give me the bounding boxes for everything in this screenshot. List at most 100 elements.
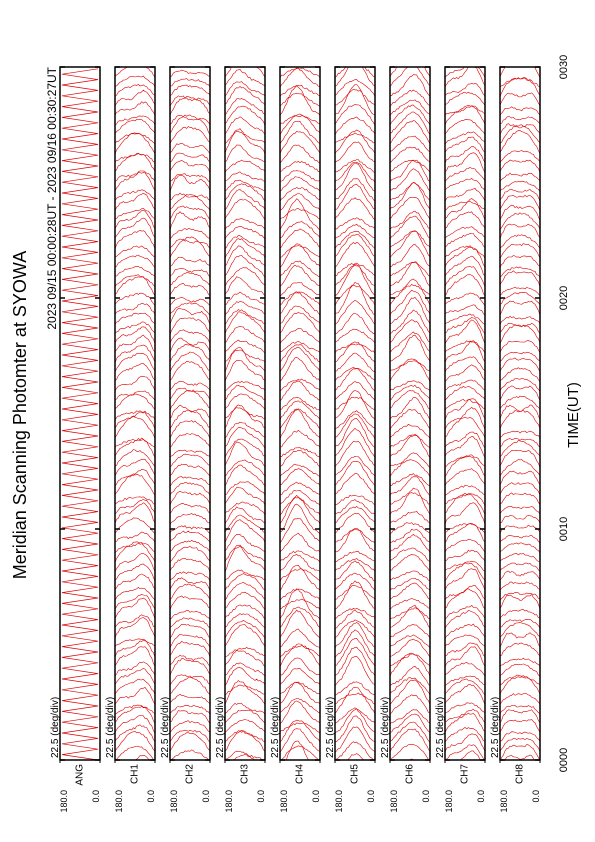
scan-trace <box>225 144 265 162</box>
scan-trace <box>335 560 375 582</box>
scan-trace <box>170 729 210 743</box>
scan-trace <box>170 571 210 581</box>
scan-trace <box>280 550 320 563</box>
scan-trace <box>225 709 265 724</box>
scan-trace <box>335 284 375 306</box>
scan-trace <box>445 399 485 411</box>
scan-trace <box>390 215 430 239</box>
scan-trace <box>115 724 155 742</box>
scan-trace <box>115 449 155 467</box>
scan-trace <box>335 527 375 553</box>
scan-trace <box>115 473 155 496</box>
scan-trace <box>115 132 155 155</box>
scan-trace <box>335 572 375 591</box>
scan-trace <box>170 160 210 174</box>
scan-trace <box>170 539 210 553</box>
scan-trace <box>335 263 375 297</box>
scan-trace <box>225 646 265 657</box>
scan-trace <box>500 581 540 591</box>
scan-trace <box>390 511 430 524</box>
scan-trace <box>500 492 540 505</box>
scan-trace <box>225 534 265 553</box>
scan-trace <box>225 349 265 362</box>
y-tick-label: 0.0 <box>146 790 156 803</box>
scan-trace <box>335 242 375 268</box>
scan-trace <box>170 595 210 610</box>
scan-trace <box>280 645 320 658</box>
scan-trace <box>445 702 485 714</box>
scan-trace <box>390 473 430 487</box>
scan-trace <box>225 582 265 601</box>
scan-trace <box>170 694 210 705</box>
scan-trace <box>445 562 485 582</box>
scan-trace <box>390 99 430 116</box>
scan-trace <box>170 641 210 658</box>
scan-trace <box>335 619 375 639</box>
scan-trace <box>115 115 155 126</box>
scan-trace <box>335 396 375 411</box>
traces <box>445 67 485 760</box>
scan-trace <box>115 118 155 134</box>
scan-trace <box>390 528 430 543</box>
scan-trace <box>445 560 485 571</box>
chart-title: Meridian Scanning Photomter at SYOWA <box>10 251 30 579</box>
scan-trace <box>445 385 485 401</box>
scan-trace <box>170 236 210 258</box>
scan-trace <box>335 67 375 69</box>
scan-trace <box>170 557 210 573</box>
x-tick-label: 0030 <box>558 55 570 79</box>
scan-trace <box>500 180 540 192</box>
scan-trace <box>115 731 155 753</box>
scan-trace <box>500 315 540 325</box>
scan-trace <box>280 346 320 373</box>
scan-trace <box>445 67 485 87</box>
scan-trace <box>225 360 265 382</box>
scan-trace <box>280 532 320 553</box>
traces <box>390 67 430 760</box>
scan-trace <box>280 719 320 743</box>
scan-trace <box>445 502 485 525</box>
x-tick-label: 0000 <box>558 748 570 772</box>
scan-trace <box>170 351 210 373</box>
scan-trace <box>115 276 155 296</box>
scan-trace <box>390 694 430 715</box>
scan-trace <box>500 67 540 78</box>
scan-trace <box>335 418 375 448</box>
scan-trace <box>390 534 430 553</box>
scan-trace <box>445 379 485 391</box>
scan-trace <box>170 194 210 211</box>
scan-trace <box>225 544 265 562</box>
scan-trace <box>500 367 540 382</box>
scan-trace <box>115 438 155 448</box>
scan-trace <box>335 282 375 315</box>
scan-trace <box>390 384 430 401</box>
scan-trace <box>500 130 540 155</box>
panel-label: CH7 <box>460 764 471 784</box>
scan-trace <box>170 389 210 411</box>
scan-trace <box>280 187 320 202</box>
scan-trace <box>280 643 320 667</box>
scan-trace <box>445 266 485 288</box>
scan-trace <box>225 189 265 211</box>
scan-trace <box>170 329 210 345</box>
scan-trace <box>115 667 155 686</box>
scan-trace <box>500 172 540 182</box>
scan-trace <box>115 210 155 230</box>
panel-label: CH3 <box>240 764 251 784</box>
scan-trace <box>225 81 265 97</box>
scan-trace <box>445 642 485 658</box>
scan-trace <box>390 230 430 258</box>
scan-trace <box>170 387 210 401</box>
scan-trace <box>225 267 265 287</box>
scan-trace <box>225 300 265 316</box>
scan-trace <box>445 119 485 135</box>
scan-trace <box>445 522 485 543</box>
scan-trace <box>280 264 320 287</box>
scan-trace <box>390 721 430 743</box>
scan-trace <box>390 159 430 183</box>
scan-trace <box>445 661 485 677</box>
scan-trace <box>115 517 155 535</box>
panel-label: CH5 <box>350 764 361 784</box>
scan-trace <box>390 396 430 421</box>
scan-trace <box>225 750 265 760</box>
